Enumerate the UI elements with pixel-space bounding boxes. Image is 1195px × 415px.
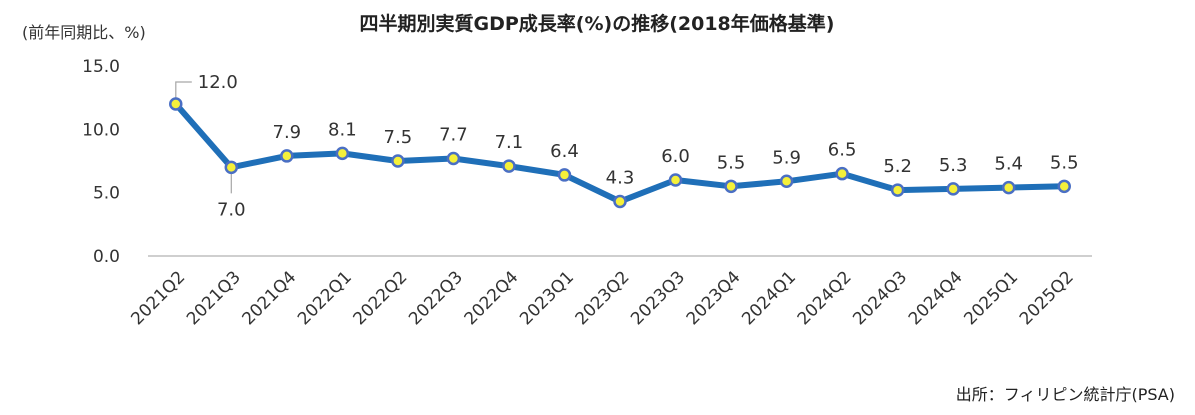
data-label: 6.5 <box>828 140 857 161</box>
x-tick-label: 2021Q3 <box>183 267 245 329</box>
x-tick-label: 2023Q1 <box>516 267 578 329</box>
data-point <box>446 151 461 166</box>
x-tick-label: 2023Q2 <box>572 267 634 329</box>
data-point <box>946 182 960 196</box>
chart-title: 四半期別実質GDP成長率(%)の推移(2018年価格基準) <box>360 12 835 35</box>
y-tick-label: 15.0 <box>82 57 120 77</box>
x-tick-label: 2021Q2 <box>127 267 189 329</box>
x-tick-label: 2024Q3 <box>849 267 911 329</box>
data-label: 7.5 <box>384 127 413 148</box>
y-tick-label: 0.0 <box>93 247 120 267</box>
data-point <box>668 173 683 187</box>
data-label: 6.0 <box>661 146 690 167</box>
data-point <box>557 168 572 182</box>
data-point <box>890 183 905 197</box>
data-point <box>391 154 405 168</box>
x-tick-label: 2023Q4 <box>683 267 745 329</box>
x-tick-label: 2022Q1 <box>294 267 356 329</box>
y-tick-label: 5.0 <box>93 184 120 204</box>
source-note: 出所：フィリピン統計庁(PSA) <box>956 385 1175 404</box>
data-point <box>335 146 350 161</box>
y-axis-ticks: 0.0 5.0 10.0 15.0 <box>82 57 120 267</box>
x-tick-label: 2022Q4 <box>461 267 523 329</box>
data-markers <box>169 97 1071 209</box>
x-tick-label: 2024Q2 <box>794 267 856 329</box>
data-point <box>613 194 627 209</box>
x-tick-label: 2022Q3 <box>405 267 467 329</box>
x-tick-label: 2021Q4 <box>239 267 301 329</box>
data-point <box>502 159 516 173</box>
x-tick-label: 2023Q3 <box>627 267 689 329</box>
x-tick-label: 2024Q1 <box>738 267 800 329</box>
data-label: 6.4 <box>550 141 579 162</box>
x-tick-label: 2025Q1 <box>960 267 1022 329</box>
x-tick-label: 2024Q4 <box>905 267 967 329</box>
data-label: 12.0 <box>198 72 238 93</box>
x-tick-label: 2022Q2 <box>350 267 412 329</box>
data-point <box>224 160 239 175</box>
y-axis-label: (前年同期比、%) <box>22 23 146 42</box>
data-label: 5.4 <box>994 154 1023 175</box>
data-label: 7.0 <box>217 199 246 220</box>
data-point <box>169 97 183 111</box>
data-label: 5.9 <box>772 147 801 168</box>
x-axis-ticks: 2021Q22021Q32021Q42022Q12022Q22022Q32022… <box>127 267 1077 329</box>
data-point <box>1001 180 1016 195</box>
data-label: 5.2 <box>883 156 912 177</box>
data-label: 5.3 <box>939 155 968 176</box>
data-label: 5.5 <box>1050 152 1079 173</box>
data-point <box>835 166 849 181</box>
label-leader-lines <box>175 81 232 194</box>
x-tick-label: 2025Q2 <box>1016 267 1078 329</box>
data-label: 4.3 <box>606 168 635 189</box>
data-label: 5.5 <box>717 152 746 173</box>
data-label: 7.1 <box>495 132 524 153</box>
data-point <box>1057 179 1071 194</box>
data-label: 7.9 <box>273 122 302 143</box>
leader-line <box>175 81 192 100</box>
data-point <box>779 174 794 189</box>
data-label: 7.7 <box>439 124 468 145</box>
data-point <box>724 179 738 194</box>
y-tick-label: 10.0 <box>82 120 120 140</box>
data-point <box>280 149 294 163</box>
data-labels: 12.0 7.0 7.9 8.1 7.5 7.7 7.1 6.4 4.3 6.0 5.5 5.9 6.5… <box>198 72 1079 220</box>
data-label: 8.1 <box>328 119 357 140</box>
